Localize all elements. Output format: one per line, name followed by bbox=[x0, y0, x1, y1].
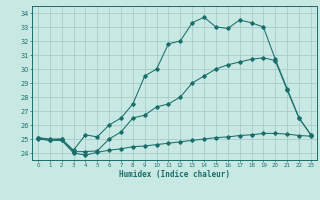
X-axis label: Humidex (Indice chaleur): Humidex (Indice chaleur) bbox=[119, 170, 230, 179]
